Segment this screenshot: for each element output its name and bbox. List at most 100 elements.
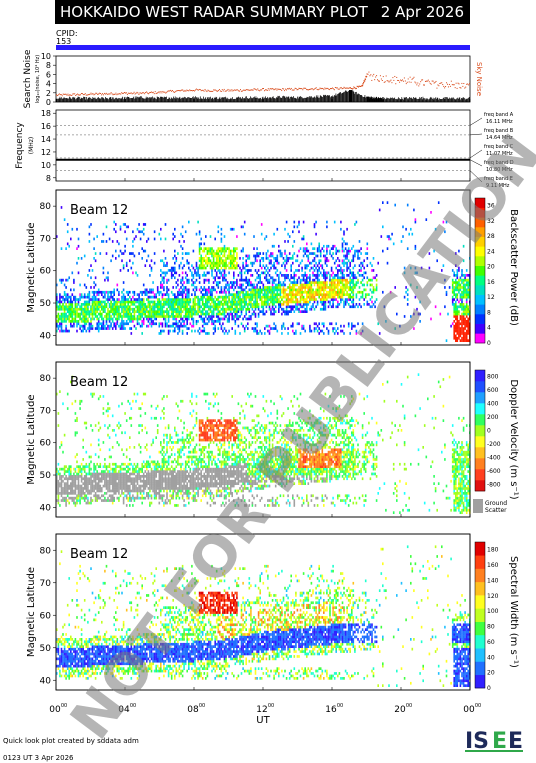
backscatter-power-cell [239,290,241,294]
sky-noise-point [342,87,344,89]
backscatter-power-cell [119,312,122,316]
backscatter-power-cell [225,293,227,296]
backscatter-power-cell [166,278,168,282]
sky-noise-point [289,88,291,90]
backscatter-power-cell [209,317,212,321]
backscatter-power-cell [198,298,201,301]
backscatter-power-cell [265,257,268,260]
backscatter-power-colorbar-tick: 20 [487,264,495,271]
backscatter-power-cell [262,259,265,263]
backscatter-power-cell [318,261,320,265]
backscatter-power-cell [214,300,216,304]
backscatter-power-cell [153,237,156,241]
backscatter-power-cell [184,324,187,328]
backscatter-power-cell [242,288,244,292]
backscatter-power-cell [94,310,97,313]
backscatter-power-cell [372,303,375,306]
sky-noise-point [74,93,76,95]
backscatter-power-cell [293,283,296,287]
sky-noise-point [413,76,415,78]
backscatter-power-cell [301,269,303,272]
backscatter-power-cell [174,266,176,270]
backscatter-power-cell [138,322,140,326]
backscatter-power-cell [284,249,286,253]
backscatter-power-cell [211,271,213,275]
doppler-velocity-cell [65,487,67,490]
backscatter-power-cell [71,303,74,306]
backscatter-power-cell [253,247,255,250]
sky-noise-point [286,89,287,91]
backscatter-power-cell [369,261,372,265]
backscatter-power-cell [451,286,454,289]
backscatter-power-cell [118,290,120,294]
sky-noise-point [353,86,355,88]
backscatter-power-cell [138,317,140,321]
backscatter-power-cell [198,252,201,255]
backscatter-power-cell [296,303,299,306]
backscatter-power-cell [105,320,108,323]
doppler-velocity-cell [71,489,74,493]
backscatter-power-cell [129,252,131,255]
backscatter-power-cell [337,281,339,284]
backscatter-power-cell [316,274,319,277]
backscatter-power-cell [203,327,206,330]
backscatter-power-cell [278,298,280,301]
backscatter-power-cell [247,322,249,326]
backscatter-power-cell [90,305,92,309]
sky-noise-point [197,89,199,91]
backscatter-power-cell [267,286,269,289]
sky-noise-point [168,90,170,92]
backscatter-power-cell [102,327,105,330]
backscatter-power-cell [194,295,196,299]
backscatter-power-cell [313,274,316,277]
doppler-velocity-cell [70,465,72,468]
sky-noise-point [260,89,262,91]
backscatter-power-cell [88,293,91,296]
backscatter-power-cell [323,300,325,304]
backscatter-power-cell [68,312,70,316]
backscatter-power-cell [206,259,209,263]
backscatter-power-cell [205,261,207,265]
backscatter-power-cell [389,237,392,241]
backscatter-power-cell [147,320,150,323]
backscatter-power-cell [253,329,255,333]
backscatter-power-cell [278,281,280,284]
backscatter-power-cell [405,290,407,294]
sky-noise-point [139,92,141,94]
backscatter-power-cell [175,271,178,275]
backscatter-power-cell [290,266,292,270]
backscatter-power-cell [228,315,230,318]
backscatter-power-cell [340,288,342,292]
backscatter-power-cell [361,295,364,299]
backscatter-power-cell [265,295,268,299]
sky-noise-point [357,86,359,88]
backscatter-power-cell [181,332,184,335]
backscatter-power-colorbar-segment [475,217,485,228]
backscatter-power-cell [83,310,86,313]
backscatter-power-cell [132,307,134,311]
backscatter-power-cell [222,261,224,265]
backscatter-power-cell [119,227,122,231]
backscatter-power-cell [284,274,286,277]
doppler-velocity-cell [63,484,66,488]
backscatter-power-cell [88,312,91,316]
backscatter-power-cell [239,300,241,304]
backscatter-power-cell [313,298,316,301]
backscatter-power-cell [259,281,261,284]
backscatter-power-cell [226,305,229,309]
backscatter-power-cell [225,274,227,277]
sky-noise-point [68,95,70,97]
backscatter-power-cell [315,232,317,236]
backscatter-power-cell [97,290,100,294]
backscatter-power-cell [76,310,78,313]
sky-noise-point [113,93,115,95]
doppler-velocity-cell [80,472,83,476]
backscatter-power-cell [111,307,114,311]
search-noise-ylabel: Search Noise [23,49,33,108]
backscatter-power-cell [462,322,465,326]
backscatter-power-cell [467,320,469,323]
backscatter-power-cell [458,336,460,340]
backscatter-power-cell [177,310,179,313]
backscatter-power-cell [113,300,115,304]
doppler-velocity-cell [74,489,77,493]
